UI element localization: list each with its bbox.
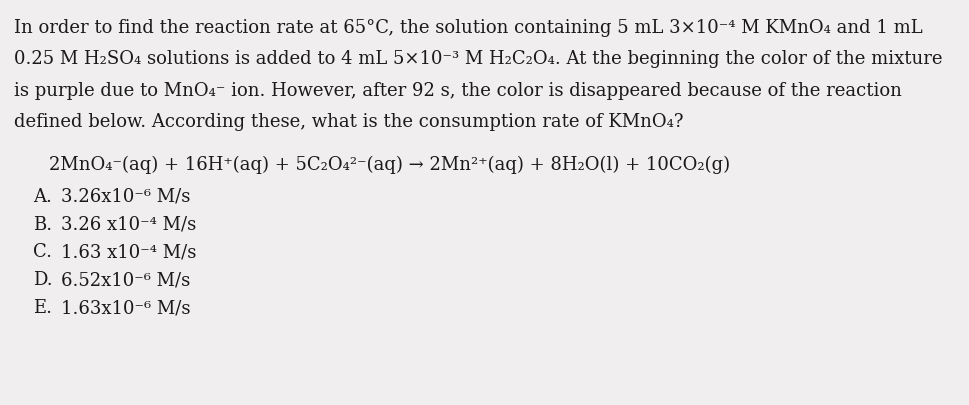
Text: 3.26x10⁻⁶ M/s: 3.26x10⁻⁶ M/s xyxy=(61,188,190,206)
Text: 1.63x10⁻⁶ M/s: 1.63x10⁻⁶ M/s xyxy=(61,299,190,317)
Text: B.: B. xyxy=(33,215,51,234)
Text: 1.63 x10⁻⁴ M/s: 1.63 x10⁻⁴ M/s xyxy=(61,243,196,261)
Text: In order to find the reaction rate at 65°C, the solution containing 5 mL 3×10⁻⁴ : In order to find the reaction rate at 65… xyxy=(14,19,922,37)
Text: 2MnO₄⁻(aq) + 16H⁺(aq) + 5C₂O₄²⁻(aq) → 2Mn²⁺(aq) + 8H₂O(l) + 10CO₂(g): 2MnO₄⁻(aq) + 16H⁺(aq) + 5C₂O₄²⁻(aq) → 2M… xyxy=(49,156,730,174)
Text: defined below. According these, what is the consumption rate of KMnO₄?: defined below. According these, what is … xyxy=(14,113,683,131)
Text: 3.26 x10⁻⁴ M/s: 3.26 x10⁻⁴ M/s xyxy=(61,215,196,234)
Text: A.: A. xyxy=(33,188,51,206)
Text: 6.52x10⁻⁶ M/s: 6.52x10⁻⁶ M/s xyxy=(61,271,190,289)
Text: E.: E. xyxy=(33,299,51,317)
Text: 0.25 M H₂SO₄ solutions is added to 4 mL 5×10⁻³ M H₂C₂O₄. At the beginning the co: 0.25 M H₂SO₄ solutions is added to 4 mL … xyxy=(14,50,942,68)
Text: C.: C. xyxy=(33,243,51,261)
Text: is purple due to MnO₄⁻ ion. However, after 92 s, the color is disappeared becaus: is purple due to MnO₄⁻ ion. However, aft… xyxy=(14,82,901,100)
Text: D.: D. xyxy=(33,271,52,289)
